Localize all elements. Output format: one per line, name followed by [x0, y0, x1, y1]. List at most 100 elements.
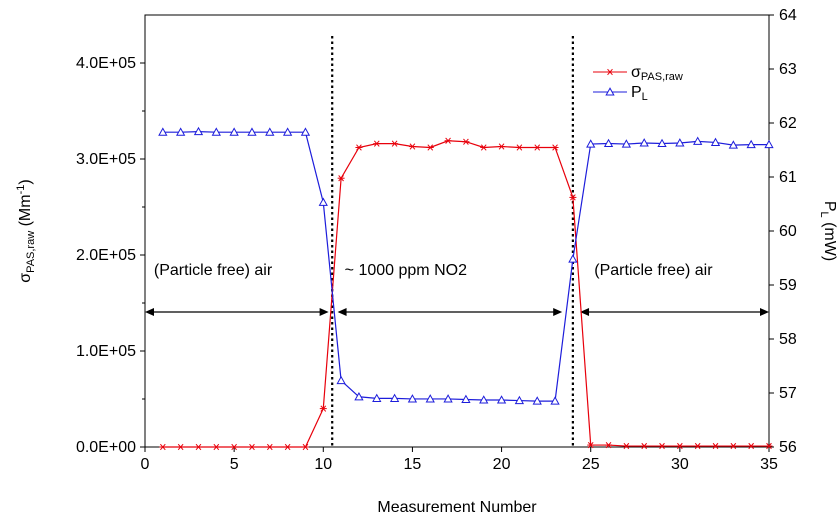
left-y-axis-title: σPAS,raw (Mm-1)	[15, 179, 37, 282]
data-point	[443, 394, 453, 403]
data-point	[193, 126, 204, 136]
marker-stroke	[570, 194, 576, 201]
marker-stroke	[677, 442, 683, 450]
data-point	[462, 138, 470, 145]
annotations: (Particle free) air ~ 1000 ppm NO2 (Partic…	[145, 262, 769, 316]
arrow-head-right	[553, 308, 563, 316]
x-axis-title: Measurement Number	[377, 499, 537, 516]
data-point	[248, 443, 256, 451]
marker-stroke	[587, 441, 594, 449]
arrow-head-left	[337, 308, 347, 316]
marker-stroke	[213, 443, 220, 451]
marker-stroke	[552, 144, 558, 151]
data-point	[336, 375, 346, 385]
data-point	[426, 144, 434, 151]
marker-stroke	[266, 443, 273, 451]
data-point	[586, 139, 596, 148]
marker-stroke	[338, 175, 344, 182]
data-point	[658, 442, 666, 450]
x-axis: 0 5 10 15 20 25 30 35	[141, 447, 778, 473]
right-tick-label: 63	[779, 61, 797, 78]
x-tick-label: 35	[760, 456, 778, 473]
marker-stroke	[766, 442, 772, 450]
data-point	[355, 144, 363, 151]
data-point	[764, 139, 774, 149]
data-point	[603, 138, 614, 148]
marker-stroke	[445, 137, 451, 144]
data-point	[532, 396, 542, 405]
left-tick-label: 4.0E+05	[76, 55, 136, 72]
marker-stroke	[498, 143, 505, 150]
data-point	[694, 442, 702, 450]
left-tick-label: 3.0E+05	[76, 151, 136, 168]
marker-stroke	[356, 144, 362, 151]
arrow-head-left	[580, 308, 590, 316]
annotation-label: (Particle free) air	[154, 262, 273, 279]
data-point	[710, 137, 721, 146]
data-point	[266, 443, 274, 451]
x-tick-label: 15	[404, 456, 422, 473]
marker-stroke	[480, 144, 487, 151]
data-point	[408, 143, 416, 150]
x-tick-label: 30	[671, 456, 689, 473]
data-point	[621, 139, 632, 148]
legend-marker-pl	[605, 87, 615, 96]
data-point	[282, 127, 293, 136]
data-point	[158, 127, 168, 136]
marker-stroke	[463, 138, 469, 145]
marker-stroke	[748, 442, 754, 450]
legend-label-pl: PL	[631, 84, 648, 103]
double-arrow	[337, 308, 563, 316]
annotation-label: (Particle free) air	[594, 262, 713, 279]
left-tick-label: 0.0E+00	[76, 439, 136, 456]
right-tick-label: 56	[779, 439, 797, 456]
series-layer	[158, 126, 774, 451]
marker-stroke	[534, 144, 541, 151]
annotation-label: ~ 1000 ppm NO2	[345, 262, 467, 279]
data-point	[461, 394, 471, 404]
data-point	[284, 443, 292, 451]
data-point	[676, 442, 684, 450]
marker-stroke	[516, 144, 523, 151]
right-tick-label: 58	[779, 331, 797, 348]
legend-label-sigma: σPAS,raw	[631, 64, 683, 83]
data-point	[640, 442, 648, 450]
data-point	[229, 127, 239, 136]
legend-marker-shape	[605, 87, 615, 96]
marker-stroke	[284, 443, 291, 451]
data-point	[639, 138, 649, 147]
data-point	[444, 137, 452, 144]
right-y-axis: 56 57 58 59 60 61 62 63 64	[769, 7, 797, 456]
data-point	[373, 140, 381, 147]
data-point	[514, 395, 525, 405]
series-sigma-pas-raw	[159, 137, 773, 451]
legend-marker-sigma	[606, 68, 614, 76]
marker-stroke	[302, 443, 309, 451]
data-point	[551, 144, 559, 151]
marker-stroke	[623, 442, 630, 450]
arrow-head-right	[760, 308, 769, 316]
data-point	[230, 443, 238, 451]
right-tick-label: 57	[779, 385, 797, 402]
data-point	[569, 194, 577, 201]
data-point	[657, 138, 667, 148]
data-point	[177, 443, 185, 451]
data-point	[712, 442, 720, 450]
data-point	[605, 441, 613, 449]
data-point	[176, 127, 186, 136]
data-point	[728, 140, 738, 149]
right-tick-label: 59	[779, 277, 797, 294]
marker-stroke	[607, 68, 613, 76]
marker-stroke	[605, 441, 612, 449]
marker-stroke	[249, 443, 255, 451]
marker-stroke	[641, 442, 648, 450]
data-point	[407, 394, 418, 403]
double-arrow	[145, 308, 329, 316]
data-point	[550, 396, 560, 405]
data-point	[747, 442, 755, 450]
data-point	[496, 395, 507, 404]
double-arrow	[580, 308, 769, 316]
marker-stroke	[409, 143, 416, 150]
data-point	[372, 393, 382, 402]
